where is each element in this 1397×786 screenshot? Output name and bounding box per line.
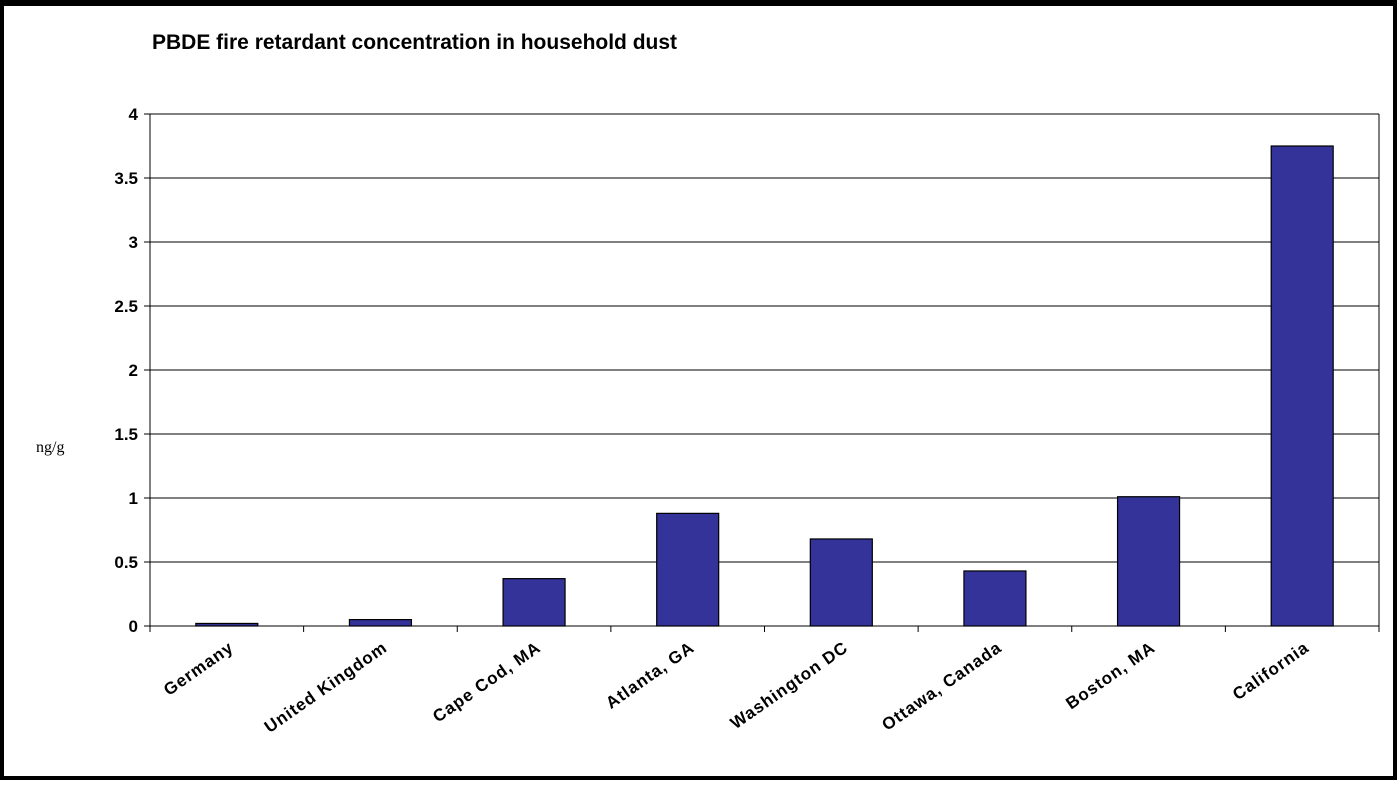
x-tick-label: Atlanta, GA — [602, 638, 698, 713]
bar — [809, 538, 873, 627]
y-tick-label: 1 — [129, 489, 138, 508]
chart-title: PBDE fire retardant concentration in hou… — [152, 31, 677, 54]
y-tick-label: 0 — [129, 617, 138, 636]
y-tick-label: 3 — [129, 233, 138, 252]
x-tick-label: Washington DC — [727, 638, 852, 733]
y-tick-label: 2.5 — [114, 297, 138, 316]
x-tick-label: United Kingdom — [261, 638, 391, 737]
bar — [963, 570, 1027, 627]
bar — [348, 618, 413, 627]
bar — [656, 512, 720, 627]
bars — [195, 145, 1334, 627]
bar-chart: PBDE fire retardant concentration in hou… — [36, 31, 1380, 737]
x-tick-label: Cape Cod, MA — [429, 638, 544, 727]
y-tick-label: 2 — [129, 361, 138, 380]
bar — [1116, 496, 1181, 627]
y-tick-label: 3.5 — [114, 169, 138, 188]
x-tick-label: California — [1229, 638, 1312, 704]
y-tick-labels: 0 0.5 1 1.5 2 2.5 3 3.5 4 — [114, 105, 138, 636]
bar — [1270, 145, 1334, 627]
y-axis-label: ng/g — [36, 439, 64, 456]
y-tick-label: 0.5 — [114, 553, 138, 572]
x-tick-label: Germany — [160, 638, 237, 700]
x-tick-label: Boston, MA — [1062, 638, 1158, 713]
x-tick-labels: Germany United Kingdom Cape Cod, MA Atlanta… — [160, 638, 1312, 737]
gridlines — [150, 113, 1379, 563]
x-tick-label: Ottawa, Canada — [878, 638, 1005, 735]
y-tick-label: 4 — [129, 105, 139, 124]
y-tick-label: 1.5 — [114, 425, 138, 444]
axes — [144, 113, 1380, 632]
bar — [502, 578, 566, 627]
